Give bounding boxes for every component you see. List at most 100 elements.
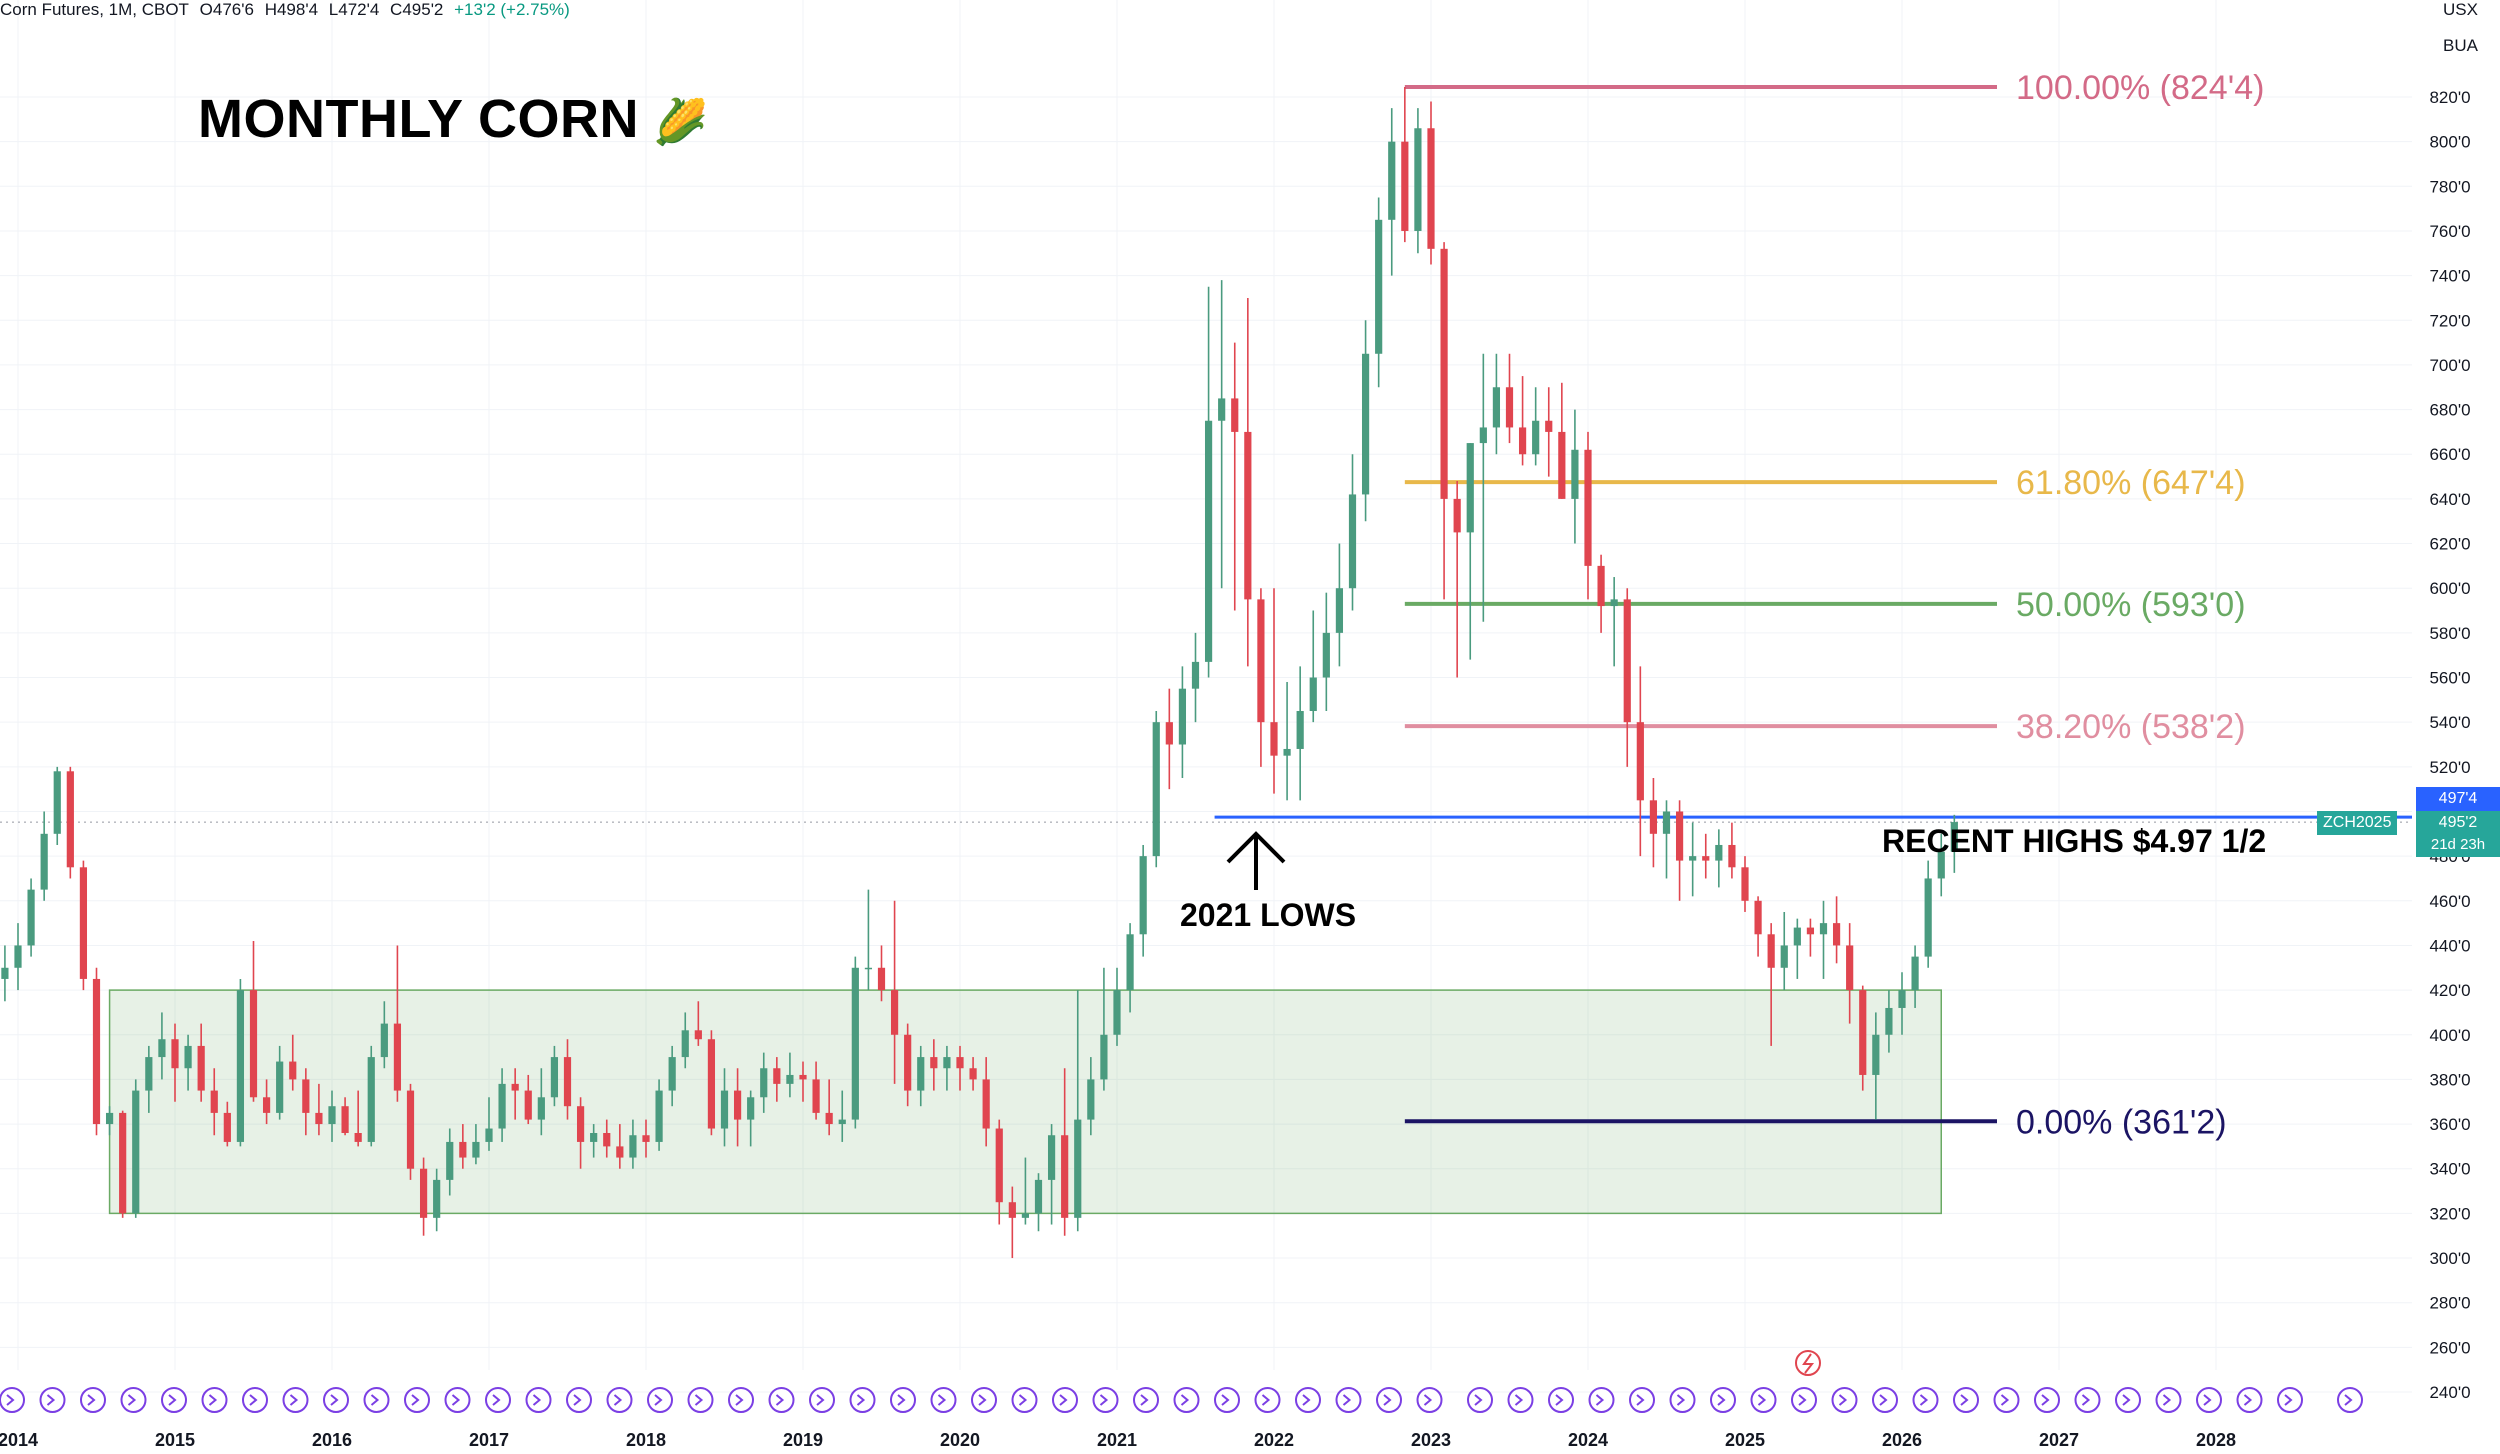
candle xyxy=(930,1039,938,1091)
candle-body xyxy=(1322,632,1330,678)
candle-body xyxy=(1178,688,1187,745)
candle xyxy=(1767,923,1775,1046)
candle xyxy=(1322,592,1330,712)
candle-body xyxy=(1348,494,1357,589)
candle-body xyxy=(694,1030,702,1040)
candle xyxy=(1296,666,1304,801)
event-marker-chevron xyxy=(451,1394,461,1406)
candle-body xyxy=(1021,1213,1030,1218)
y-tick-label: 680'0 xyxy=(2429,401,2470,420)
event-marker-icon xyxy=(2155,1387,2182,1413)
event-marker-icon xyxy=(444,1387,471,1413)
candle-body xyxy=(576,1106,585,1142)
candle xyxy=(393,945,402,1102)
event-marker-icon xyxy=(687,1387,714,1413)
candle xyxy=(1427,101,1435,265)
y-tick-label: 700'0 xyxy=(2429,356,2470,375)
candle-body xyxy=(53,771,61,834)
candle-body xyxy=(1440,248,1448,499)
event-marker-icon xyxy=(1710,1387,1736,1413)
candle-body xyxy=(851,967,859,1120)
event-marker-icon xyxy=(161,1387,187,1413)
candle-body xyxy=(720,1090,729,1129)
candle xyxy=(576,1097,585,1169)
candle xyxy=(524,1074,532,1125)
candle xyxy=(1361,320,1370,522)
event-marker-chevron xyxy=(46,1394,56,1406)
candle-body xyxy=(1074,1119,1082,1218)
candle-body xyxy=(197,1045,205,1091)
event-marker-chevron xyxy=(775,1394,785,1406)
candle xyxy=(472,1124,480,1165)
event-marker-chevron xyxy=(735,1394,744,1406)
candle-body xyxy=(1414,128,1422,231)
candle xyxy=(341,1097,349,1136)
candle xyxy=(1204,286,1213,678)
y-tick-label: 540'0 xyxy=(2429,713,2470,732)
candle xyxy=(590,1124,598,1158)
candle xyxy=(105,1106,114,1136)
candle xyxy=(1662,800,1671,879)
candle-body xyxy=(825,1112,833,1125)
candle xyxy=(1087,1057,1095,1136)
event-marker-chevron xyxy=(87,1394,96,1406)
candle-body xyxy=(1662,811,1671,834)
candle-body xyxy=(1126,934,1134,991)
candle xyxy=(1466,443,1474,660)
candle xyxy=(1649,777,1658,868)
event-marker-icon xyxy=(2337,1387,2363,1413)
candle xyxy=(1806,918,1815,957)
event-marker-icon xyxy=(768,1387,795,1413)
event-marker-chevron xyxy=(127,1394,137,1406)
x-tick-label: 2022 xyxy=(1254,1430,1294,1450)
event-marker-chevron xyxy=(1099,1394,1109,1406)
candle xyxy=(1689,822,1697,897)
candle xyxy=(302,1068,310,1136)
event-marker-chevron xyxy=(1757,1394,1767,1406)
event-marker-icon xyxy=(323,1387,349,1413)
y-tick-label: 460'0 xyxy=(2429,892,2470,911)
candle-body xyxy=(930,1057,938,1069)
candle-body xyxy=(1846,945,1854,991)
candle-body xyxy=(223,1112,231,1142)
candle xyxy=(1505,353,1514,444)
candle xyxy=(1191,632,1200,723)
candle xyxy=(1728,822,1736,879)
candle-body xyxy=(1361,353,1370,495)
event-marker-chevron xyxy=(613,1394,623,1406)
event-marker-chevron xyxy=(1676,1394,1686,1406)
candle xyxy=(786,1052,794,1098)
event-marker-icon xyxy=(2115,1387,2141,1413)
event-marker-icon xyxy=(0,1387,25,1413)
y-tick-label: 300'0 xyxy=(2429,1249,2470,1268)
candle-body xyxy=(537,1097,545,1120)
candle xyxy=(1819,900,1828,979)
candle xyxy=(53,766,61,845)
candle xyxy=(1375,197,1383,388)
candle xyxy=(1846,923,1854,1024)
event-marker-chevron xyxy=(370,1394,380,1406)
candle-body xyxy=(14,945,22,968)
candle-body xyxy=(249,990,258,1098)
candle xyxy=(1047,1124,1056,1225)
candle xyxy=(1152,711,1160,868)
countdown-tag: 21d 23h xyxy=(2416,833,2500,857)
event-marker-icon xyxy=(1295,1387,1321,1413)
candle xyxy=(537,1068,545,1136)
candle xyxy=(1283,681,1291,801)
grid-lines xyxy=(0,0,2412,1393)
event-marker-icon xyxy=(1953,1387,1979,1413)
y-axis: 240'0 260'0 280'0 300'0 320'0 340'0 360'0 380'0… xyxy=(2429,88,2470,1402)
candle xyxy=(1231,342,1239,611)
candle-body xyxy=(1780,945,1788,968)
event-marker-chevron xyxy=(6,1394,15,1406)
event-marker-chevron xyxy=(2081,1394,2091,1406)
event-marker-icon xyxy=(1416,1387,1443,1413)
candle-body xyxy=(917,1057,925,1091)
candle-body xyxy=(1597,565,1605,607)
candle-body xyxy=(1532,420,1540,455)
event-marker-icon xyxy=(2277,1387,2303,1413)
event-marker-chevron xyxy=(1423,1394,1433,1406)
event-marker-icon xyxy=(2034,1387,2060,1413)
